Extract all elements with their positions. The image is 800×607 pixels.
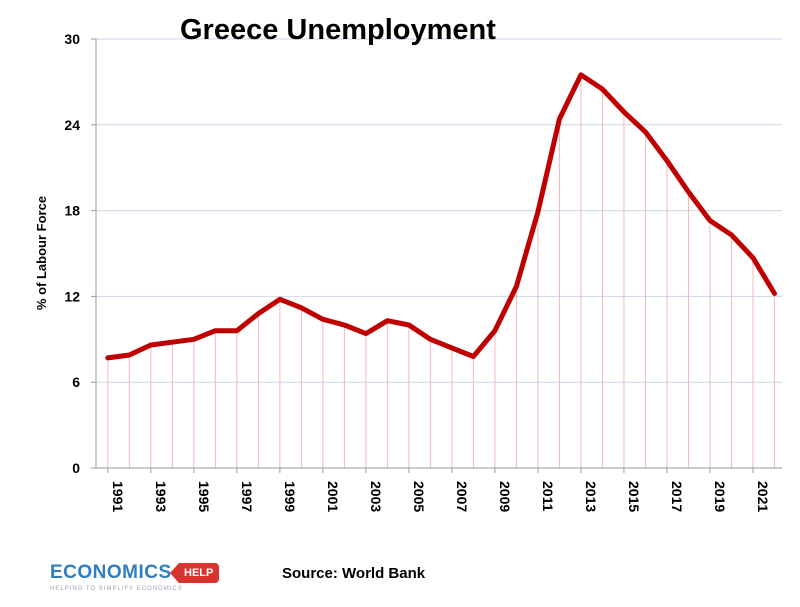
gridlines — [96, 38, 782, 383]
y-axis-label: % of Labour Force — [34, 196, 49, 310]
source-note: Source: World Bank — [282, 565, 426, 582]
y-tick-labels: 0 6 12 18 24 30 — [64, 31, 80, 476]
x-tick-label: 2011 — [540, 481, 556, 512]
x-tick-label: 1991 — [110, 481, 126, 512]
y-tick-label: 24 — [64, 117, 80, 133]
x-tick-label: 1999 — [282, 481, 298, 512]
y-tick-label: 30 — [64, 31, 80, 47]
x-tick-label: 2013 — [583, 481, 599, 512]
axes — [91, 38, 782, 473]
logo-subtitle: HELPING TO SIMPLIFY ECONOMICS — [50, 586, 183, 592]
x-tick-labels: 1991 1993 1995 1997 1999 2001 2003 2005 2007 2009… — [110, 481, 771, 512]
y-tick-label: 18 — [64, 203, 80, 219]
drop-lines — [107, 74, 775, 468]
x-tick-label: 2015 — [626, 481, 642, 512]
y-tick-label: 6 — [72, 374, 80, 390]
x-tick-label: 2021 — [755, 481, 771, 512]
chart-title: Greece Unemployment — [180, 14, 496, 46]
x-tick-label: 2003 — [368, 481, 384, 512]
x-tick-label: 2009 — [497, 481, 513, 512]
x-tick-label: 2007 — [454, 481, 470, 512]
series-line — [105, 72, 777, 361]
x-tick-label: 1997 — [239, 481, 255, 512]
x-tick-label: 2005 — [411, 481, 427, 512]
y-tick-label: 0 — [72, 460, 80, 476]
x-tick-label: 1993 — [153, 481, 169, 512]
x-tick-label: 2001 — [325, 481, 341, 512]
x-tick-label: 2019 — [712, 481, 728, 512]
x-tick-label: 2017 — [669, 481, 685, 512]
unemployment-line — [105, 72, 777, 361]
logo-tag-text: HELP — [170, 563, 220, 583]
logo-main-text: ECONOMICS — [50, 562, 172, 583]
x-tick-label: 1995 — [196, 481, 212, 512]
economics-help-logo: ECONOMICS HELP HELPING TO SIMPLIFY ECONO… — [50, 562, 250, 602]
y-tick-label: 12 — [64, 288, 80, 304]
